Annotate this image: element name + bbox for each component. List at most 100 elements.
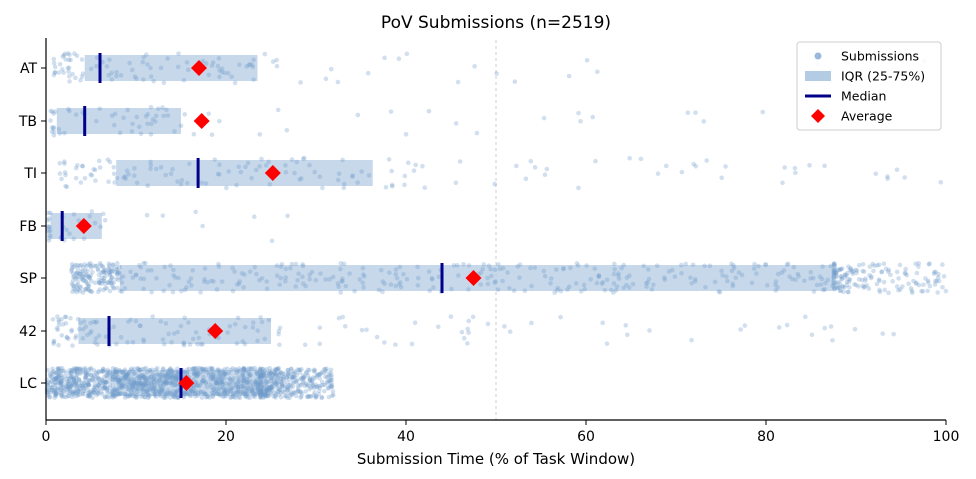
submission-point bbox=[106, 280, 111, 286]
submission-point bbox=[102, 385, 108, 391]
submission-point bbox=[894, 284, 900, 289]
submission-point bbox=[195, 341, 200, 347]
submission-point bbox=[278, 379, 284, 385]
submission-point bbox=[75, 392, 81, 398]
submission-point bbox=[141, 54, 147, 60]
submission-point bbox=[461, 335, 467, 341]
submission-point bbox=[91, 368, 97, 373]
submission-point bbox=[170, 372, 176, 378]
submission-point bbox=[68, 388, 73, 393]
submission-point bbox=[864, 283, 870, 288]
submission-point bbox=[73, 175, 79, 181]
submission-point bbox=[115, 267, 120, 273]
submission-point bbox=[80, 385, 86, 390]
submission-point bbox=[248, 372, 253, 378]
submission-point bbox=[324, 374, 330, 380]
submission-point bbox=[162, 264, 167, 270]
submission-point bbox=[286, 372, 291, 377]
submission-point bbox=[242, 385, 247, 390]
submission-point bbox=[202, 276, 207, 282]
submission-point bbox=[126, 384, 132, 390]
submission-point bbox=[175, 395, 181, 400]
submission-point bbox=[276, 328, 282, 334]
submission-point bbox=[323, 368, 329, 374]
submission-point bbox=[927, 261, 932, 267]
submission-point bbox=[837, 281, 843, 286]
submission-point bbox=[171, 331, 177, 336]
submission-point bbox=[485, 275, 490, 281]
submission-point bbox=[257, 373, 263, 378]
submission-point bbox=[141, 375, 147, 380]
submission-point bbox=[91, 390, 96, 395]
submission-point bbox=[48, 385, 54, 390]
submission-point bbox=[619, 265, 624, 271]
submission-point bbox=[142, 385, 147, 391]
submission-point bbox=[74, 368, 79, 374]
submission-point bbox=[132, 166, 137, 171]
submission-point bbox=[74, 270, 80, 276]
submission-point bbox=[67, 79, 72, 84]
submission-point bbox=[157, 378, 163, 383]
average-marker-42 bbox=[207, 323, 224, 339]
submission-point bbox=[70, 385, 75, 390]
submission-point bbox=[273, 391, 279, 397]
submission-point bbox=[938, 180, 944, 185]
submission-point bbox=[136, 379, 142, 385]
submission-point bbox=[100, 386, 106, 391]
submission-point bbox=[136, 382, 142, 388]
submission-point bbox=[731, 263, 736, 268]
submission-point bbox=[330, 274, 336, 280]
submission-point bbox=[679, 270, 684, 276]
submission-point bbox=[389, 182, 395, 188]
submission-point bbox=[738, 327, 743, 332]
submission-point bbox=[70, 391, 75, 397]
average-marker-FB bbox=[75, 218, 92, 234]
submission-point bbox=[274, 63, 280, 69]
submission-point bbox=[835, 285, 841, 291]
submission-point bbox=[154, 372, 160, 378]
submission-point bbox=[92, 280, 98, 286]
submission-point bbox=[200, 223, 205, 229]
submission-point bbox=[65, 65, 71, 71]
submission-point bbox=[88, 263, 93, 269]
submission-point bbox=[335, 177, 341, 183]
submission-point bbox=[257, 371, 263, 376]
submission-point bbox=[188, 389, 193, 394]
submission-point bbox=[319, 395, 324, 401]
submission-point bbox=[53, 375, 59, 381]
submission-point bbox=[565, 287, 570, 292]
submission-point bbox=[925, 278, 931, 283]
submission-point bbox=[244, 380, 250, 386]
submission-point bbox=[297, 389, 303, 395]
submission-point bbox=[451, 263, 457, 268]
submission-point bbox=[314, 384, 320, 390]
submission-point bbox=[52, 380, 58, 385]
submission-point bbox=[388, 282, 394, 287]
submission-point bbox=[832, 286, 837, 292]
submission-point bbox=[241, 383, 246, 389]
submission-point bbox=[94, 118, 99, 124]
submission-point bbox=[106, 371, 111, 376]
submission-point bbox=[56, 376, 61, 381]
submission-point bbox=[336, 284, 341, 290]
submission-point bbox=[68, 315, 73, 321]
submission-point bbox=[128, 269, 133, 275]
submission-point bbox=[160, 385, 166, 390]
submission-point bbox=[88, 365, 94, 371]
submission-point bbox=[831, 261, 837, 267]
submission-point bbox=[832, 268, 837, 274]
submission-point bbox=[138, 381, 144, 386]
submission-point bbox=[107, 271, 113, 277]
submission-point bbox=[941, 274, 947, 279]
submission-point bbox=[73, 271, 79, 276]
submission-point bbox=[842, 272, 848, 278]
submission-point bbox=[182, 390, 188, 395]
submission-point bbox=[74, 53, 80, 59]
submission-point bbox=[152, 393, 158, 398]
submission-point bbox=[263, 390, 269, 395]
submission-point bbox=[75, 162, 80, 168]
submission-point bbox=[135, 386, 141, 392]
submission-point bbox=[59, 317, 64, 322]
submission-point bbox=[144, 376, 150, 382]
submission-point bbox=[590, 114, 596, 120]
